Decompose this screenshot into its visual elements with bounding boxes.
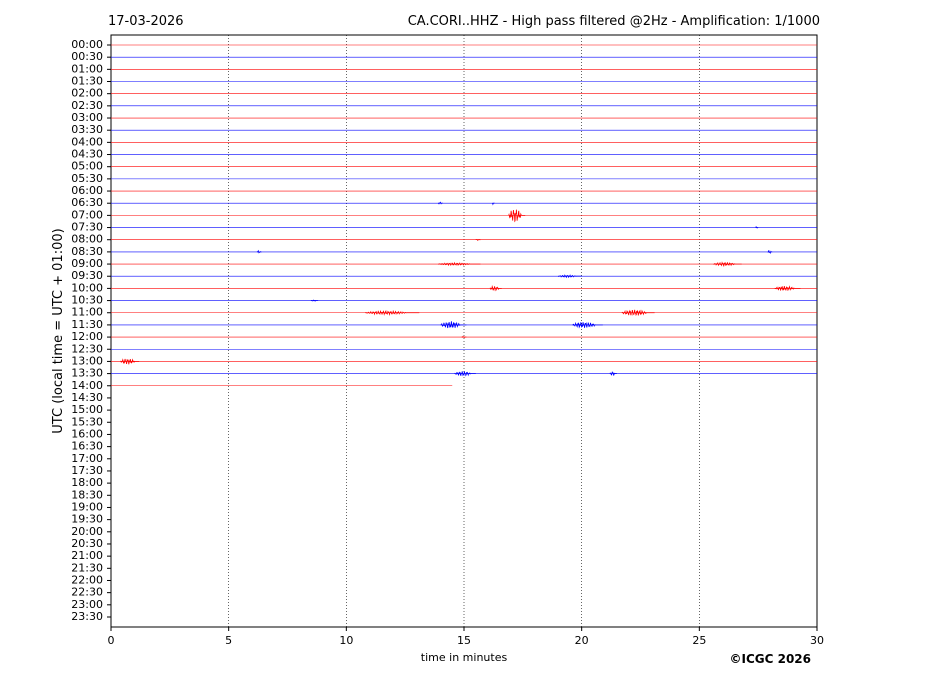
burst [767,250,773,255]
y-tick-label: 14:30 [71,391,103,404]
burst [438,261,481,267]
y-tick-label: 17:30 [71,464,103,477]
x-tick-label: 30 [810,634,824,647]
burst [774,285,801,292]
plot-frame [110,34,818,628]
y-tick-label: 02:00 [71,87,103,100]
y-tick-label: 05:00 [71,160,103,173]
y-tick-label: 20:30 [71,537,103,550]
y-tick-label: 06:00 [71,184,103,197]
y-tick-label: 12:30 [71,342,103,355]
y-tick-label: 03:30 [71,123,103,136]
burst [120,358,140,365]
y-tick-label: 08:30 [71,245,103,258]
y-tick-label: 17:00 [71,452,103,465]
y-tick-label: 16:00 [71,427,103,440]
date: 17-03-2026 [108,14,184,29]
y-tick-label: 08:00 [71,233,103,246]
y-tick-label: 04:00 [71,135,103,148]
y-tick-label: 15:00 [71,403,103,416]
burst [454,371,476,377]
burst [558,274,582,279]
y-tick-label: 22:30 [71,586,103,599]
burst [609,371,617,376]
y-tick-label: 13:00 [71,354,103,367]
y-tick-label: 04:30 [71,148,103,161]
y-tick-label: 11:30 [71,318,103,331]
y-tick-label: 09:00 [71,257,103,270]
x-tick-label: 25 [692,634,706,647]
burst [621,309,655,316]
x-tick-label: 0 [108,634,115,647]
burst [508,209,526,223]
burst [440,321,467,329]
burst [437,201,443,205]
y-tick-label: 18:30 [71,488,103,501]
y-tick-label: 18:00 [71,476,103,489]
chart-title: CA.CORI..HHZ - High pass filtered @2Hz -… [408,14,820,29]
y-tick-label: 14:00 [71,379,103,392]
y-tick-label: 16:30 [71,440,103,453]
y-tick-label: 21:30 [71,561,103,574]
y-tick-label: 07:30 [71,221,103,234]
y-tick-label: 21:00 [71,549,103,562]
burst [489,284,502,292]
y-tick-label: 22:00 [71,573,103,586]
burst [256,249,262,254]
burst [492,202,495,206]
burst [572,321,603,329]
x-tick-label: 10 [339,634,353,647]
y-tick-label: 01:30 [71,75,103,88]
x-tick-label: 15 [457,634,471,647]
y-tick-label: 19:00 [71,500,103,513]
x-axis-label: time in minutes [421,651,508,664]
burst [310,299,319,302]
burst [461,335,467,338]
y-tick-label: 01:00 [71,62,103,75]
y-tick-label: 05:30 [71,172,103,185]
y-tick-label: 00:30 [71,50,103,63]
y-tick-label: 10:30 [71,294,103,307]
y-tick-label: 23:30 [71,610,103,623]
y-tick-label: 02:30 [71,99,103,112]
y-tick-label: 13:30 [71,367,103,380]
y-tick-label: 06:30 [71,196,103,209]
y-tick-label: 10:00 [71,281,103,294]
y-tick-label: 12:00 [71,330,103,343]
y-tick-label: 11:00 [71,306,103,319]
x-tick-label: 5 [225,634,232,647]
y-tick-label: 19:30 [71,513,103,526]
y-tick-label: 03:00 [71,111,103,124]
burst [755,225,759,229]
copyright: ©ICGC 2026 [729,652,811,666]
burst [475,239,481,241]
burst [365,309,420,317]
y-tick-label: 15:30 [71,415,103,428]
burst [713,261,742,268]
y-tick-label: 23:00 [71,598,103,611]
y-tick-label: 07:00 [71,208,103,221]
y-tick-label: 20:00 [71,525,103,538]
x-tick-label: 20 [575,634,589,647]
y-tick-label: 00:00 [71,38,103,51]
y-tick-label: 09:30 [71,269,103,282]
y-axis-label: UTC (local time = UTC + 01:00) [51,228,66,433]
